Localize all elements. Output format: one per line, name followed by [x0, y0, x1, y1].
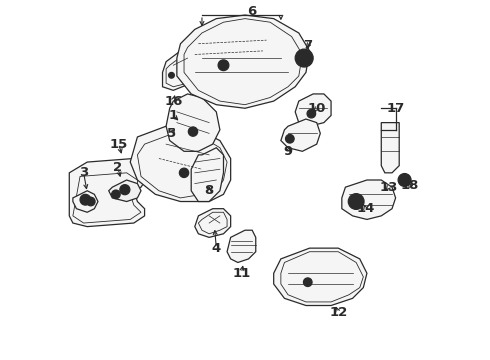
- Circle shape: [295, 49, 313, 67]
- Text: 7: 7: [303, 39, 312, 52]
- Circle shape: [169, 72, 174, 78]
- Text: 13: 13: [379, 181, 397, 194]
- Polygon shape: [195, 209, 231, 237]
- Circle shape: [80, 194, 91, 205]
- Circle shape: [120, 185, 130, 195]
- Circle shape: [402, 177, 407, 183]
- Polygon shape: [342, 180, 395, 220]
- Circle shape: [87, 197, 95, 206]
- Polygon shape: [295, 94, 331, 126]
- Circle shape: [353, 198, 360, 205]
- Circle shape: [83, 197, 88, 202]
- Polygon shape: [281, 119, 320, 151]
- Polygon shape: [109, 180, 141, 202]
- Circle shape: [348, 194, 364, 210]
- Polygon shape: [381, 123, 399, 173]
- Text: 18: 18: [401, 179, 419, 192]
- Text: 1: 1: [169, 109, 178, 122]
- Circle shape: [122, 187, 127, 192]
- Polygon shape: [274, 248, 367, 306]
- Circle shape: [218, 60, 229, 71]
- Circle shape: [303, 278, 312, 287]
- Circle shape: [112, 190, 120, 199]
- Text: 17: 17: [387, 102, 405, 115]
- Polygon shape: [166, 94, 220, 151]
- Polygon shape: [227, 230, 256, 262]
- Text: 5: 5: [167, 127, 176, 140]
- Text: 11: 11: [232, 267, 250, 280]
- Text: 3: 3: [79, 166, 88, 179]
- Text: 15: 15: [110, 138, 128, 150]
- Circle shape: [300, 54, 309, 63]
- Text: 9: 9: [284, 145, 293, 158]
- Circle shape: [188, 127, 197, 136]
- Circle shape: [179, 168, 189, 177]
- Text: 12: 12: [329, 306, 347, 319]
- Circle shape: [398, 174, 411, 186]
- Text: 14: 14: [356, 202, 375, 215]
- Polygon shape: [191, 148, 223, 202]
- Circle shape: [286, 134, 294, 143]
- Text: 10: 10: [308, 102, 326, 115]
- Text: 16: 16: [164, 95, 182, 108]
- Polygon shape: [163, 51, 198, 90]
- Circle shape: [307, 109, 316, 118]
- Text: 2: 2: [113, 161, 122, 174]
- Text: 6: 6: [247, 5, 256, 18]
- Text: 4: 4: [212, 242, 221, 255]
- Text: 8: 8: [204, 184, 214, 197]
- Polygon shape: [73, 191, 98, 212]
- Polygon shape: [177, 15, 310, 108]
- Polygon shape: [130, 126, 231, 202]
- Polygon shape: [69, 158, 148, 226]
